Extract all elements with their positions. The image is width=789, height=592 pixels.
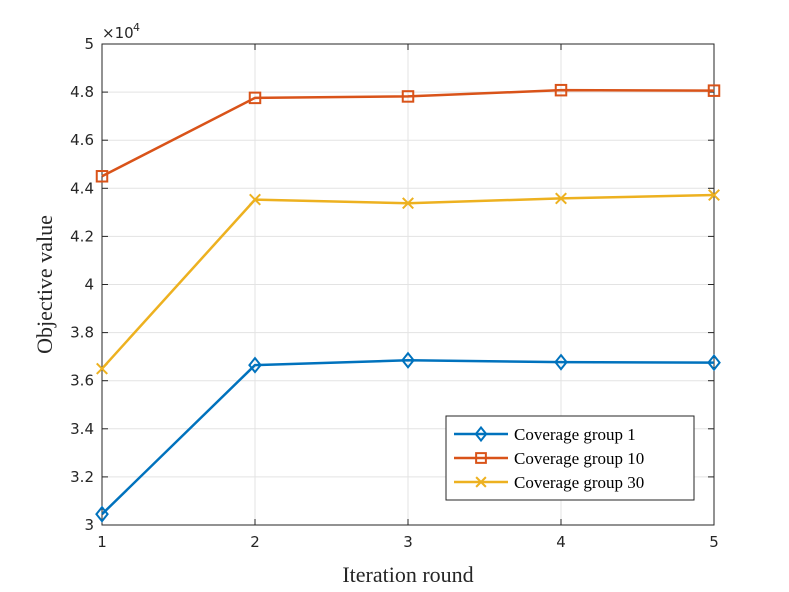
data-point bbox=[554, 353, 568, 371]
series-lines bbox=[95, 83, 721, 523]
data-point bbox=[554, 83, 568, 97]
data-point bbox=[95, 170, 109, 183]
y-tick-label: 4.4 bbox=[70, 179, 94, 197]
data-point bbox=[555, 192, 567, 205]
square-marker bbox=[401, 90, 415, 103]
square-marker bbox=[554, 83, 568, 97]
legend-entry: Coverage group 30 bbox=[454, 473, 644, 492]
legend-label: Coverage group 10 bbox=[514, 449, 644, 468]
square-marker bbox=[475, 452, 487, 464]
square-marker bbox=[248, 91, 262, 105]
square-marker bbox=[95, 170, 109, 183]
data-point bbox=[707, 84, 721, 97]
x-marker bbox=[475, 476, 487, 488]
y-tick-label: 4 bbox=[84, 276, 94, 294]
axis-ticks: 1 2 3 4 5 3 3.2 3.4 3.6 3.8 4 4.2 4.4 4.6 4.8 5 bbox=[70, 35, 719, 551]
diamond-marker bbox=[95, 505, 109, 523]
series-3 bbox=[96, 189, 720, 375]
y-tick-label: 3.4 bbox=[70, 420, 94, 438]
y-multiplier-base: ×10 bbox=[102, 24, 134, 42]
y-tick-label: 4.8 bbox=[70, 83, 94, 101]
y-multiplier: ×10 4 bbox=[102, 21, 140, 42]
legend-label: Coverage group 30 bbox=[514, 473, 644, 492]
y-tick-label: 3.8 bbox=[70, 324, 94, 342]
x-marker bbox=[402, 197, 414, 210]
data-point bbox=[95, 505, 109, 523]
x-tick-label: 5 bbox=[709, 533, 719, 551]
x-axis-title: Iteration round bbox=[342, 562, 473, 587]
x-marker bbox=[96, 362, 108, 375]
y-tick-label: 5 bbox=[84, 35, 94, 53]
legend-entry: Coverage group 10 bbox=[454, 449, 644, 468]
data-point bbox=[248, 91, 262, 105]
y-tick-label: 4.6 bbox=[70, 131, 94, 149]
data-point bbox=[401, 351, 415, 369]
x-tick-label: 3 bbox=[403, 533, 413, 551]
legend-entry: Coverage group 1 bbox=[454, 425, 636, 444]
x-marker bbox=[708, 189, 720, 201]
x-tick-label: 4 bbox=[556, 533, 566, 551]
series-line bbox=[101, 359, 715, 516]
y-axis-title: Objective value bbox=[32, 215, 57, 354]
x-marker bbox=[249, 193, 261, 206]
square-marker bbox=[707, 84, 721, 97]
data-point bbox=[708, 189, 720, 201]
y-tick-label: 3.2 bbox=[70, 468, 94, 486]
data-point bbox=[96, 362, 108, 375]
series-line bbox=[101, 88, 715, 178]
x-tick-label: 1 bbox=[97, 533, 107, 551]
x-marker bbox=[555, 192, 567, 205]
diamond-marker bbox=[401, 351, 415, 369]
data-point bbox=[248, 356, 262, 374]
y-tick-label: 3 bbox=[84, 516, 94, 534]
legend: Coverage group 1 Coverage group 10 Coverag… bbox=[445, 415, 695, 501]
data-point bbox=[249, 193, 261, 206]
y-tick-label: 4.2 bbox=[70, 227, 94, 245]
diamond-marker bbox=[554, 353, 568, 371]
legend-label: Coverage group 1 bbox=[514, 425, 636, 444]
x-tick-label: 2 bbox=[250, 533, 260, 551]
data-point bbox=[707, 354, 721, 372]
diamond-marker bbox=[707, 354, 721, 372]
data-point bbox=[402, 197, 414, 210]
series-1 bbox=[95, 351, 721, 523]
y-multiplier-exponent: 4 bbox=[133, 21, 140, 34]
data-point bbox=[401, 90, 415, 103]
series-2 bbox=[95, 83, 721, 183]
y-tick-label: 3.6 bbox=[70, 372, 94, 390]
diamond-marker bbox=[248, 356, 262, 374]
diamond-marker bbox=[474, 425, 488, 443]
